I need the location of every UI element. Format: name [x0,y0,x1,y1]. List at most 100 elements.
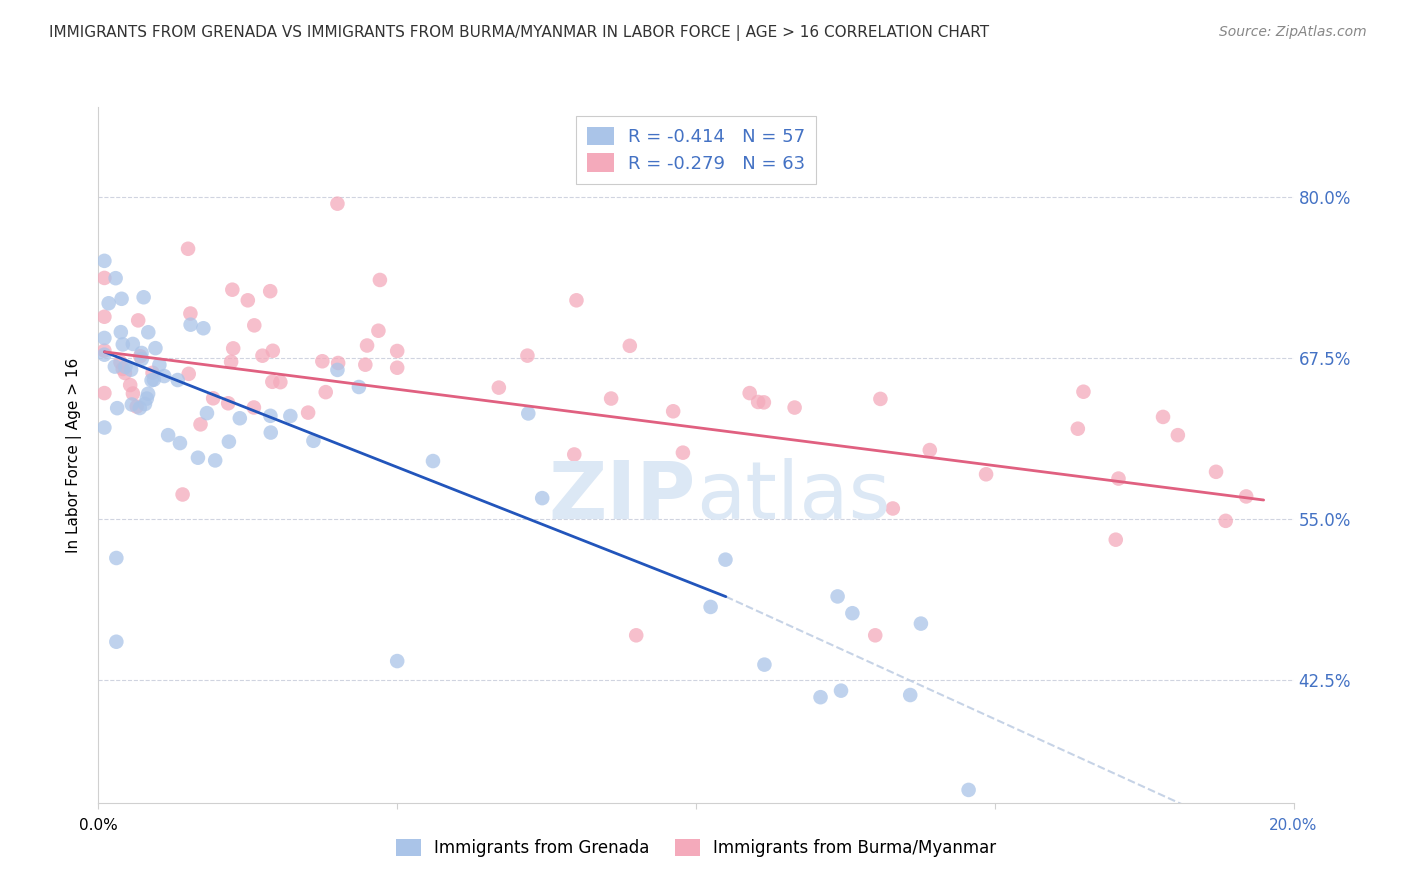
Point [619,339,641,353]
Point [302,434,325,448]
Point [326,196,349,211]
Point [243,401,266,415]
Point [105,634,128,648]
Point [385,360,409,375]
Point [898,688,921,702]
Point [783,401,806,415]
Point [827,590,849,604]
Point [134,397,156,411]
Point [222,342,245,356]
Point [128,401,150,415]
Point [120,362,142,376]
Point [752,395,775,409]
Point [865,628,887,642]
Point [236,293,259,308]
Point [141,373,163,387]
Point [1073,384,1095,399]
Point [367,324,389,338]
Point [93,271,115,285]
Point [177,367,200,381]
Point [122,386,145,401]
Point [1234,490,1257,504]
Point [516,349,538,363]
Point [354,358,377,372]
Point [841,606,863,620]
Point [385,343,409,358]
Point [910,616,932,631]
Point [1167,428,1189,442]
Point [297,406,319,420]
Point [132,290,155,304]
Point [127,313,149,327]
Point [172,487,194,501]
Point [315,385,337,400]
Point [169,436,191,450]
Point [187,450,209,465]
Point [111,337,134,351]
Point [195,406,218,420]
Point [672,445,695,459]
Point [97,296,120,310]
Point [326,363,349,377]
Point [136,325,159,339]
Point [754,657,776,672]
Point [218,434,240,449]
Point [110,325,132,339]
Point [422,454,444,468]
Point [105,401,128,416]
Point [385,654,409,668]
Point [131,351,153,366]
Point [262,343,284,358]
Text: atlas: atlas [696,458,890,536]
Point [110,355,132,369]
Point [229,411,252,425]
Point [747,395,769,409]
Point [131,346,153,360]
Point [311,354,333,368]
Point [179,306,201,320]
Point [93,420,115,434]
Point [104,359,127,374]
Text: 0.0%: 0.0% [79,818,118,833]
Point [830,683,852,698]
Point [1205,465,1227,479]
Point [204,453,226,467]
Point [810,690,832,705]
Point [252,349,274,363]
Point [356,338,378,352]
Point [347,380,370,394]
Legend: Immigrants from Grenada, Immigrants from Burma/Myanmar: Immigrants from Grenada, Immigrants from… [389,832,1002,864]
Point [738,386,761,401]
Point [125,400,148,414]
Point [93,310,115,324]
Point [600,392,623,406]
Text: 20.0%: 20.0% [1270,818,1317,833]
Point [957,783,980,797]
Point [177,242,200,256]
Point [262,375,284,389]
Point [565,293,588,308]
Point [93,386,115,401]
Point [153,369,176,384]
Point [148,358,170,372]
Point [1105,533,1128,547]
Point [699,599,721,614]
Point [190,417,212,432]
Point [93,253,115,268]
Point [142,366,165,380]
Point [869,392,891,406]
Text: Source: ZipAtlas.com: Source: ZipAtlas.com [1219,25,1367,39]
Point [114,359,136,374]
Point [105,551,128,566]
Point [221,283,243,297]
Point [1108,472,1130,486]
Point [180,318,202,332]
Point [217,396,239,410]
Point [166,373,188,387]
Point [714,552,737,566]
Point [517,407,540,421]
Point [259,284,281,298]
Point [129,349,152,363]
Point [121,397,143,411]
Point [280,409,302,423]
